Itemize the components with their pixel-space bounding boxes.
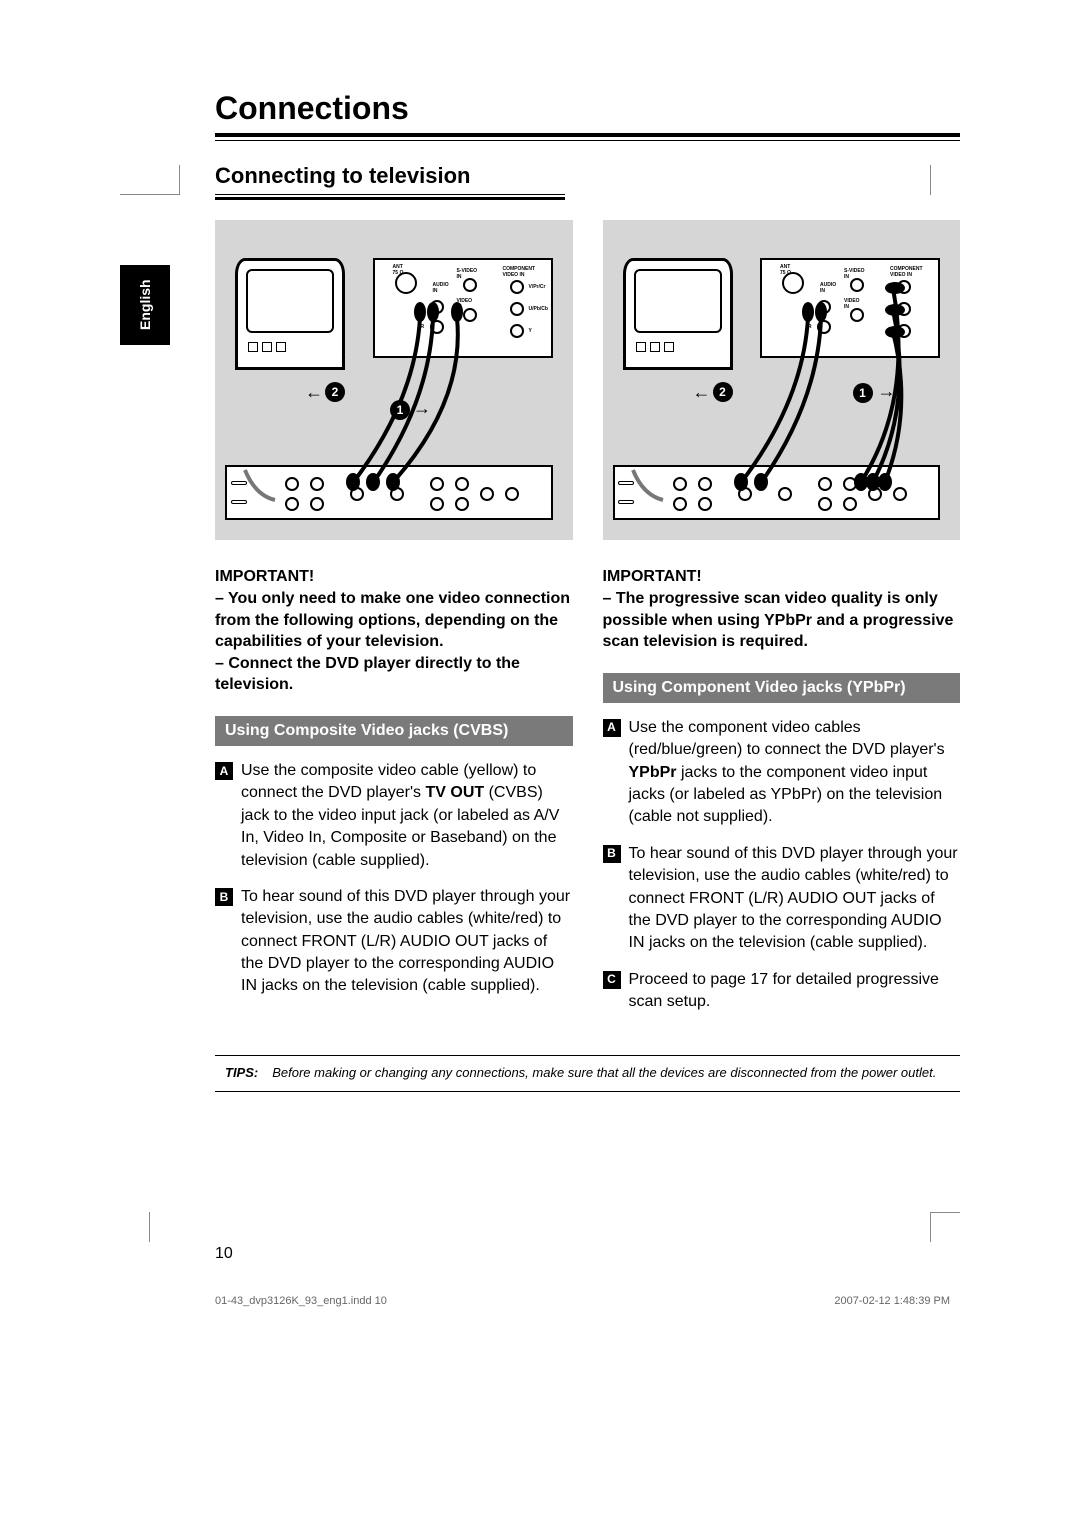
title-rule-thin [215, 140, 960, 141]
step-bullet-icon: A [603, 719, 621, 737]
crop-mark-bl [120, 1212, 150, 1242]
column-right: ANT75 Ω AUDIOIN L R S-VIDEOIN VIDEOIN CO… [603, 220, 961, 1027]
important-line: – You only need to make one video connec… [215, 588, 573, 653]
step-item: C Proceed to page 17 for detailed progre… [603, 969, 961, 1014]
section-box-header: Using Composite Video jacks (CVBS) [215, 716, 573, 746]
page-number: 10 [215, 1245, 233, 1263]
callout-marker-2: 2 [713, 382, 733, 402]
tips-text: Before making or changing any connection… [272, 1064, 936, 1082]
column-left: ANT75 Ω AUDIOIN L R S-VIDEOIN VIDEOIN CO… [215, 220, 573, 1027]
footer: 01-43_dvp3126K_93_eng1.indd 10 2007-02-1… [215, 1295, 950, 1307]
section-rule-thick [215, 197, 565, 200]
tips-label: TIPS: [225, 1064, 258, 1082]
step-bullet-icon: A [215, 762, 233, 780]
step-bullet-icon: C [603, 971, 621, 989]
callout-marker-1: 1 [390, 400, 410, 420]
step-text: To hear sound of this DVD player through… [629, 843, 961, 955]
step-text: Use the component video cables (red/blue… [629, 717, 961, 829]
section-rule-thin [215, 194, 565, 195]
page-content: Connections Connecting to television ANT… [120, 90, 960, 1092]
callout-marker-1: 1 [853, 383, 873, 403]
arrow-left-icon: ← [305, 382, 323, 403]
step-item: A Use the composite video cable (yellow)… [215, 760, 573, 872]
arrow-right-icon: → [878, 381, 896, 402]
arrow-right-icon: → [413, 398, 431, 419]
step-bullet-icon: B [603, 845, 621, 863]
cable-illustration [215, 220, 573, 540]
section-heading: Connecting to television [215, 163, 960, 189]
important-text: – You only need to make one video connec… [215, 588, 573, 696]
step-text: Use the composite video cable (yellow) t… [241, 760, 573, 872]
step-item: A Use the component video cables (red/bl… [603, 717, 961, 829]
arrow-left-icon: ← [693, 382, 711, 403]
crop-mark-br [930, 1212, 960, 1242]
important-label: IMPORTANT! [215, 568, 573, 586]
two-column-layout: ANT75 Ω AUDIOIN L R S-VIDEOIN VIDEOIN CO… [215, 220, 960, 1027]
diagram-cvbs: ANT75 Ω AUDIOIN L R S-VIDEOIN VIDEOIN CO… [215, 220, 573, 540]
footer-file: 01-43_dvp3126K_93_eng1.indd 10 [215, 1295, 387, 1307]
step-text: Proceed to page 17 for detailed progress… [629, 969, 961, 1014]
footer-date: 2007-02-12 1:48:39 PM [834, 1295, 950, 1307]
callout-marker-2: 2 [325, 382, 345, 402]
step-text: To hear sound of this DVD player through… [241, 886, 573, 998]
tips-box: TIPS: Before making or changing any conn… [215, 1055, 960, 1091]
section-box-header: Using Component Video jacks (YPbPr) [603, 673, 961, 703]
important-line: – Connect the DVD player directly to the… [215, 653, 573, 696]
diagram-ypbpr: ANT75 Ω AUDIOIN L R S-VIDEOIN VIDEOIN CO… [603, 220, 961, 540]
cable-illustration [603, 220, 961, 540]
page-title: Connections [215, 90, 960, 127]
step-item: B To hear sound of this DVD player throu… [215, 886, 573, 998]
step-item: B To hear sound of this DVD player throu… [603, 843, 961, 955]
important-label: IMPORTANT! [603, 568, 961, 586]
important-text: – The progressive scan video quality is … [603, 588, 961, 653]
title-rule [215, 133, 960, 137]
step-bullet-icon: B [215, 888, 233, 906]
important-line: – The progressive scan video quality is … [603, 588, 961, 653]
